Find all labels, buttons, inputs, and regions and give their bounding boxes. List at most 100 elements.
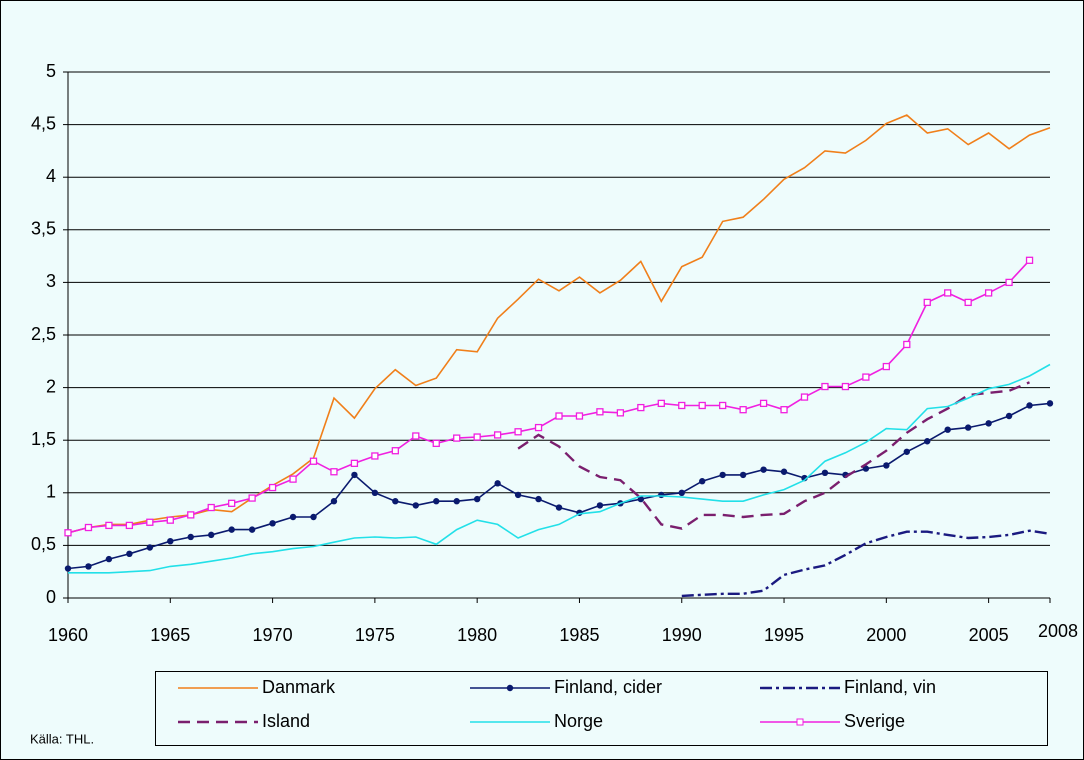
- point-marker: [699, 478, 706, 485]
- point-marker: [412, 502, 419, 509]
- point-marker: [289, 475, 297, 483]
- point-marker: [535, 495, 542, 503]
- y-tick-label: 3: [46, 271, 56, 291]
- point-marker: [759, 399, 768, 408]
- legend-label: Finland, cider: [554, 677, 662, 697]
- legend-box: [155, 671, 1048, 746]
- point-marker: [371, 452, 379, 460]
- point-marker: [780, 406, 788, 414]
- point-marker: [760, 466, 767, 473]
- point-marker: [248, 526, 256, 533]
- x-tick-label: 1970: [253, 625, 293, 645]
- point-marker: [964, 424, 972, 431]
- point-marker: [658, 491, 665, 499]
- legend-label: Danmark: [262, 677, 336, 697]
- legend-label: Finland, vin: [844, 677, 936, 697]
- point-marker: [493, 431, 502, 439]
- point-marker: [187, 533, 194, 541]
- point-marker: [351, 471, 358, 479]
- point-marker: [289, 513, 297, 521]
- point-marker: [780, 468, 788, 475]
- point-marker: [432, 439, 440, 448]
- point-marker: [719, 471, 726, 479]
- point-marker: [1025, 256, 1034, 264]
- point-marker: [1026, 402, 1033, 409]
- point-marker: [800, 393, 809, 401]
- point-marker: [985, 420, 992, 427]
- series-line: [67, 114, 1051, 534]
- y-tick-label: 0,5: [31, 534, 56, 554]
- point-marker: [514, 428, 522, 436]
- point-marker: [473, 495, 481, 503]
- point-marker: [1005, 412, 1013, 420]
- point-marker: [64, 529, 72, 537]
- y-tick-label: 0: [46, 587, 56, 607]
- point-marker: [310, 513, 317, 521]
- point-marker: [268, 483, 277, 492]
- point-marker: [228, 499, 236, 507]
- point-marker: [678, 401, 686, 410]
- point-marker: [739, 471, 747, 479]
- y-tick-label: 5: [46, 61, 56, 81]
- point-marker: [555, 504, 563, 511]
- legend-label: Sverige: [844, 711, 905, 731]
- x-tick-label: 2008: [1038, 621, 1078, 641]
- point-marker: [616, 409, 625, 417]
- point-marker: [678, 489, 685, 496]
- point-marker: [146, 544, 154, 551]
- y-tick-label: 2,5: [31, 324, 56, 344]
- point-marker: [167, 537, 174, 545]
- point-marker: [433, 498, 440, 505]
- y-tick-label: 3,5: [31, 219, 56, 239]
- series-line: [68, 363, 1051, 574]
- x-tick-label: 1995: [764, 625, 804, 645]
- x-tick-label: 2005: [969, 625, 1009, 645]
- point-marker: [269, 520, 276, 527]
- point-marker: [350, 459, 359, 467]
- point-marker: [330, 468, 338, 476]
- point-marker: [821, 382, 829, 391]
- point-marker: [187, 511, 195, 519]
- point-marker: [637, 403, 645, 412]
- point-marker: [105, 521, 113, 530]
- point-marker: [412, 432, 420, 440]
- point-marker: [883, 462, 890, 469]
- point-marker: [1005, 278, 1013, 287]
- point-marker: [821, 469, 829, 477]
- x-tick-label: 1965: [150, 625, 190, 645]
- point-marker: [208, 531, 215, 539]
- x-tick-label: 1990: [662, 625, 702, 645]
- point-marker: [596, 502, 604, 509]
- point-marker: [923, 298, 931, 307]
- point-marker: [453, 434, 461, 442]
- point-marker: [330, 498, 338, 505]
- y-tick-label: 1: [46, 482, 56, 502]
- point-marker: [534, 423, 543, 432]
- point-marker: [126, 550, 133, 558]
- point-marker: [392, 498, 399, 505]
- point-marker: [944, 289, 952, 297]
- x-tick-label: 2000: [866, 625, 906, 645]
- point-marker: [1046, 400, 1054, 407]
- point-marker: [125, 521, 134, 530]
- point-marker: [637, 495, 645, 503]
- point-marker: [964, 298, 972, 307]
- x-tick-label: 1980: [457, 625, 497, 645]
- point-marker: [228, 526, 235, 533]
- y-tick-label: 2: [46, 376, 56, 396]
- legend-label: Norge: [554, 711, 603, 731]
- series-line: [517, 381, 1030, 530]
- point-marker: [719, 401, 727, 410]
- y-tick-label: 4,5: [31, 113, 56, 133]
- point-marker: [473, 433, 481, 441]
- point-marker: [596, 408, 604, 416]
- point-marker: [903, 448, 910, 455]
- x-tick-label: 1960: [48, 625, 88, 645]
- legend-marker: [506, 684, 514, 692]
- x-tick-label: 1985: [559, 625, 599, 645]
- point-marker: [698, 401, 706, 410]
- point-marker: [944, 426, 951, 433]
- point-marker: [84, 523, 93, 532]
- point-marker: [514, 491, 522, 499]
